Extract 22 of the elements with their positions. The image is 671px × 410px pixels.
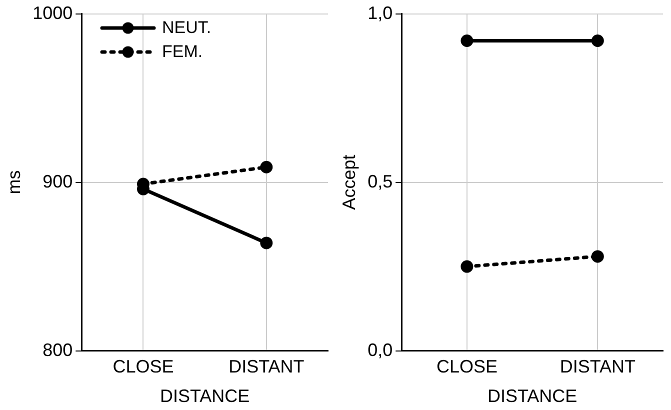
y-axis-title: ms <box>4 170 24 194</box>
x-axis-title: DISTANCE <box>487 386 578 406</box>
point <box>591 34 604 48</box>
point <box>260 160 273 174</box>
x-tick-label: CLOSE <box>436 356 498 377</box>
legend-label: NEUT. <box>162 17 212 39</box>
y-tick-label: 1000 <box>32 2 73 23</box>
legend-label: FEM. <box>162 41 203 63</box>
x-axis-title: DISTANCE <box>160 386 250 406</box>
y-tick-label: 0,0 <box>368 340 393 360</box>
y-tick-label: 0,5 <box>368 171 393 192</box>
y-tick-label: 900 <box>42 171 73 192</box>
point <box>591 250 604 263</box>
y-axis-title: Accept <box>338 154 359 210</box>
x-tick-label: CLOSE <box>112 356 174 377</box>
x-tick-label: DISTANT <box>228 356 304 377</box>
point <box>260 236 273 250</box>
x-tick-label: DISTANT <box>560 356 636 377</box>
point <box>460 260 474 273</box>
y-tick-label: 1,0 <box>368 2 393 23</box>
point <box>460 34 474 48</box>
y-tick-label: 800 <box>42 340 73 360</box>
